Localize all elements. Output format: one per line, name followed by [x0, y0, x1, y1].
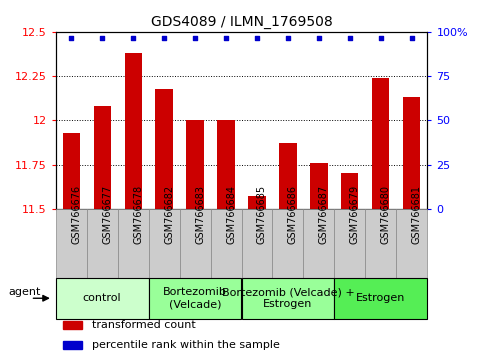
Bar — [86, 209, 117, 278]
Text: GSM766682: GSM766682 — [164, 185, 174, 244]
Text: GSM766687: GSM766687 — [319, 185, 329, 244]
Text: transformed count: transformed count — [92, 320, 196, 330]
Text: GSM766680: GSM766680 — [381, 185, 391, 244]
Text: GSM766678: GSM766678 — [133, 185, 143, 244]
Bar — [117, 209, 149, 278]
Point — [160, 35, 168, 41]
Text: agent: agent — [8, 287, 41, 297]
Bar — [186, 120, 203, 209]
Bar — [56, 278, 149, 319]
Bar — [334, 209, 366, 278]
Bar — [272, 209, 303, 278]
Bar — [180, 209, 211, 278]
Bar — [211, 209, 242, 278]
Point — [253, 35, 261, 41]
Bar — [242, 278, 334, 319]
Point — [284, 35, 292, 41]
Bar — [125, 53, 142, 209]
Bar — [149, 209, 180, 278]
Bar — [63, 321, 82, 329]
Bar — [372, 78, 389, 209]
Point — [98, 35, 106, 41]
Bar — [62, 133, 80, 209]
Bar — [56, 209, 86, 278]
Bar — [149, 278, 242, 319]
Bar — [341, 173, 358, 209]
Point — [377, 35, 385, 41]
Bar — [217, 120, 235, 209]
Point — [222, 35, 230, 41]
Bar — [280, 143, 297, 209]
Bar — [303, 209, 334, 278]
Text: Bortezomib (Velcade) +
Estrogen: Bortezomib (Velcade) + Estrogen — [222, 287, 355, 309]
Text: GSM766684: GSM766684 — [226, 185, 236, 244]
Text: percentile rank within the sample: percentile rank within the sample — [92, 340, 280, 350]
Point — [408, 35, 416, 41]
Point — [129, 35, 137, 41]
Text: Estrogen: Estrogen — [356, 293, 406, 303]
Text: GSM766677: GSM766677 — [102, 185, 112, 244]
Point — [315, 35, 323, 41]
Text: GSM766686: GSM766686 — [288, 185, 298, 244]
Text: GSM766685: GSM766685 — [257, 185, 267, 244]
Text: GSM766676: GSM766676 — [71, 185, 81, 244]
Bar — [248, 196, 266, 209]
Bar — [94, 106, 111, 209]
Bar — [156, 88, 172, 209]
Text: GSM766683: GSM766683 — [195, 185, 205, 244]
Bar — [403, 97, 421, 209]
Title: GDS4089 / ILMN_1769508: GDS4089 / ILMN_1769508 — [151, 16, 332, 29]
Text: Bortezomib
(Velcade): Bortezomib (Velcade) — [163, 287, 227, 309]
Text: GSM766679: GSM766679 — [350, 185, 360, 244]
Bar — [334, 278, 427, 319]
Point — [346, 35, 354, 41]
Bar — [397, 209, 427, 278]
Bar — [242, 209, 272, 278]
Point — [191, 35, 199, 41]
Text: GSM766681: GSM766681 — [412, 185, 422, 244]
Bar — [366, 209, 397, 278]
Bar — [63, 341, 82, 349]
Bar — [311, 163, 327, 209]
Text: control: control — [83, 293, 121, 303]
Point — [67, 35, 75, 41]
